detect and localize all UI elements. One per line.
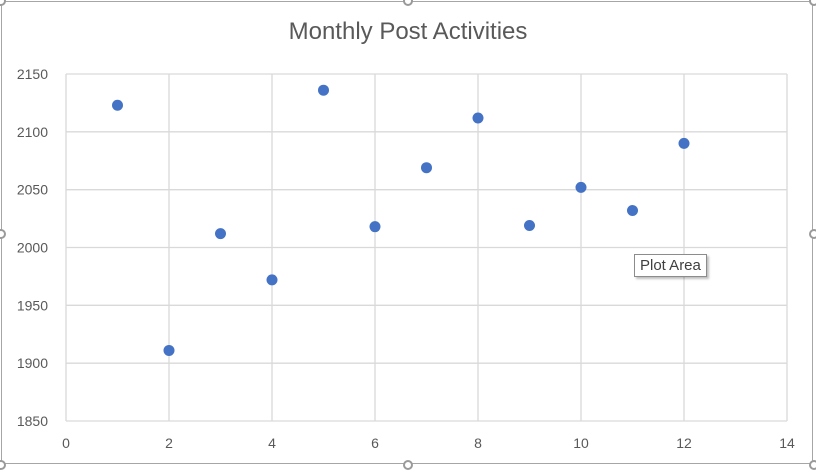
resize-handle-top-left[interactable]: [0, 0, 6, 6]
y-tick-label: 1950: [17, 297, 48, 313]
x-tick-label: 14: [779, 435, 795, 451]
resize-handle-middle-left[interactable]: [0, 229, 6, 239]
data-point[interactable]: [369, 221, 381, 233]
data-point[interactable]: [318, 84, 329, 96]
chart-title: Monthly Post Activities: [288, 18, 528, 45]
data-point[interactable]: [421, 162, 432, 174]
data-points: [112, 84, 690, 356]
resize-handle-bottom-right[interactable]: [809, 460, 816, 470]
y-tick-label: 2150: [17, 66, 48, 82]
plot-area-tooltip: Plot Area: [634, 254, 707, 277]
x-tick-label: 4: [268, 435, 276, 451]
data-point[interactable]: [575, 181, 587, 193]
x-tick-label: 10: [573, 435, 589, 451]
x-tick-label: 6: [371, 435, 379, 451]
data-point[interactable]: [627, 204, 638, 216]
gridlines: [65, 73, 788, 422]
x-tick-label: 8: [474, 435, 482, 451]
data-point[interactable]: [163, 344, 175, 356]
resize-handle-top-right[interactable]: [809, 0, 816, 6]
data-point[interactable]: [524, 220, 535, 232]
x-tick-label: 0: [62, 435, 70, 451]
y-tick-label: 2000: [17, 240, 48, 256]
y-tick-label: 1900: [17, 355, 48, 371]
axis-labels: 1850 1900 1950 2000 2050 2100 2150 0 2 4 6 8 10 12 14: [17, 66, 795, 451]
resize-handle-bottom-left[interactable]: [0, 460, 6, 470]
data-point[interactable]: [215, 228, 226, 240]
data-point[interactable]: [112, 99, 123, 111]
y-tick-label: 1850: [17, 413, 48, 429]
resize-handle-top-center[interactable]: [403, 0, 413, 6]
data-point[interactable]: [266, 274, 278, 286]
y-tick-label: 2050: [17, 182, 48, 198]
x-tick-label: 2: [165, 435, 173, 451]
y-tick-label: 2100: [17, 124, 48, 140]
resize-handle-bottom-center[interactable]: [403, 460, 413, 470]
data-point[interactable]: [472, 112, 484, 124]
resize-handle-middle-right[interactable]: [809, 229, 816, 239]
data-point[interactable]: [678, 137, 690, 149]
x-tick-label: 12: [676, 435, 692, 451]
